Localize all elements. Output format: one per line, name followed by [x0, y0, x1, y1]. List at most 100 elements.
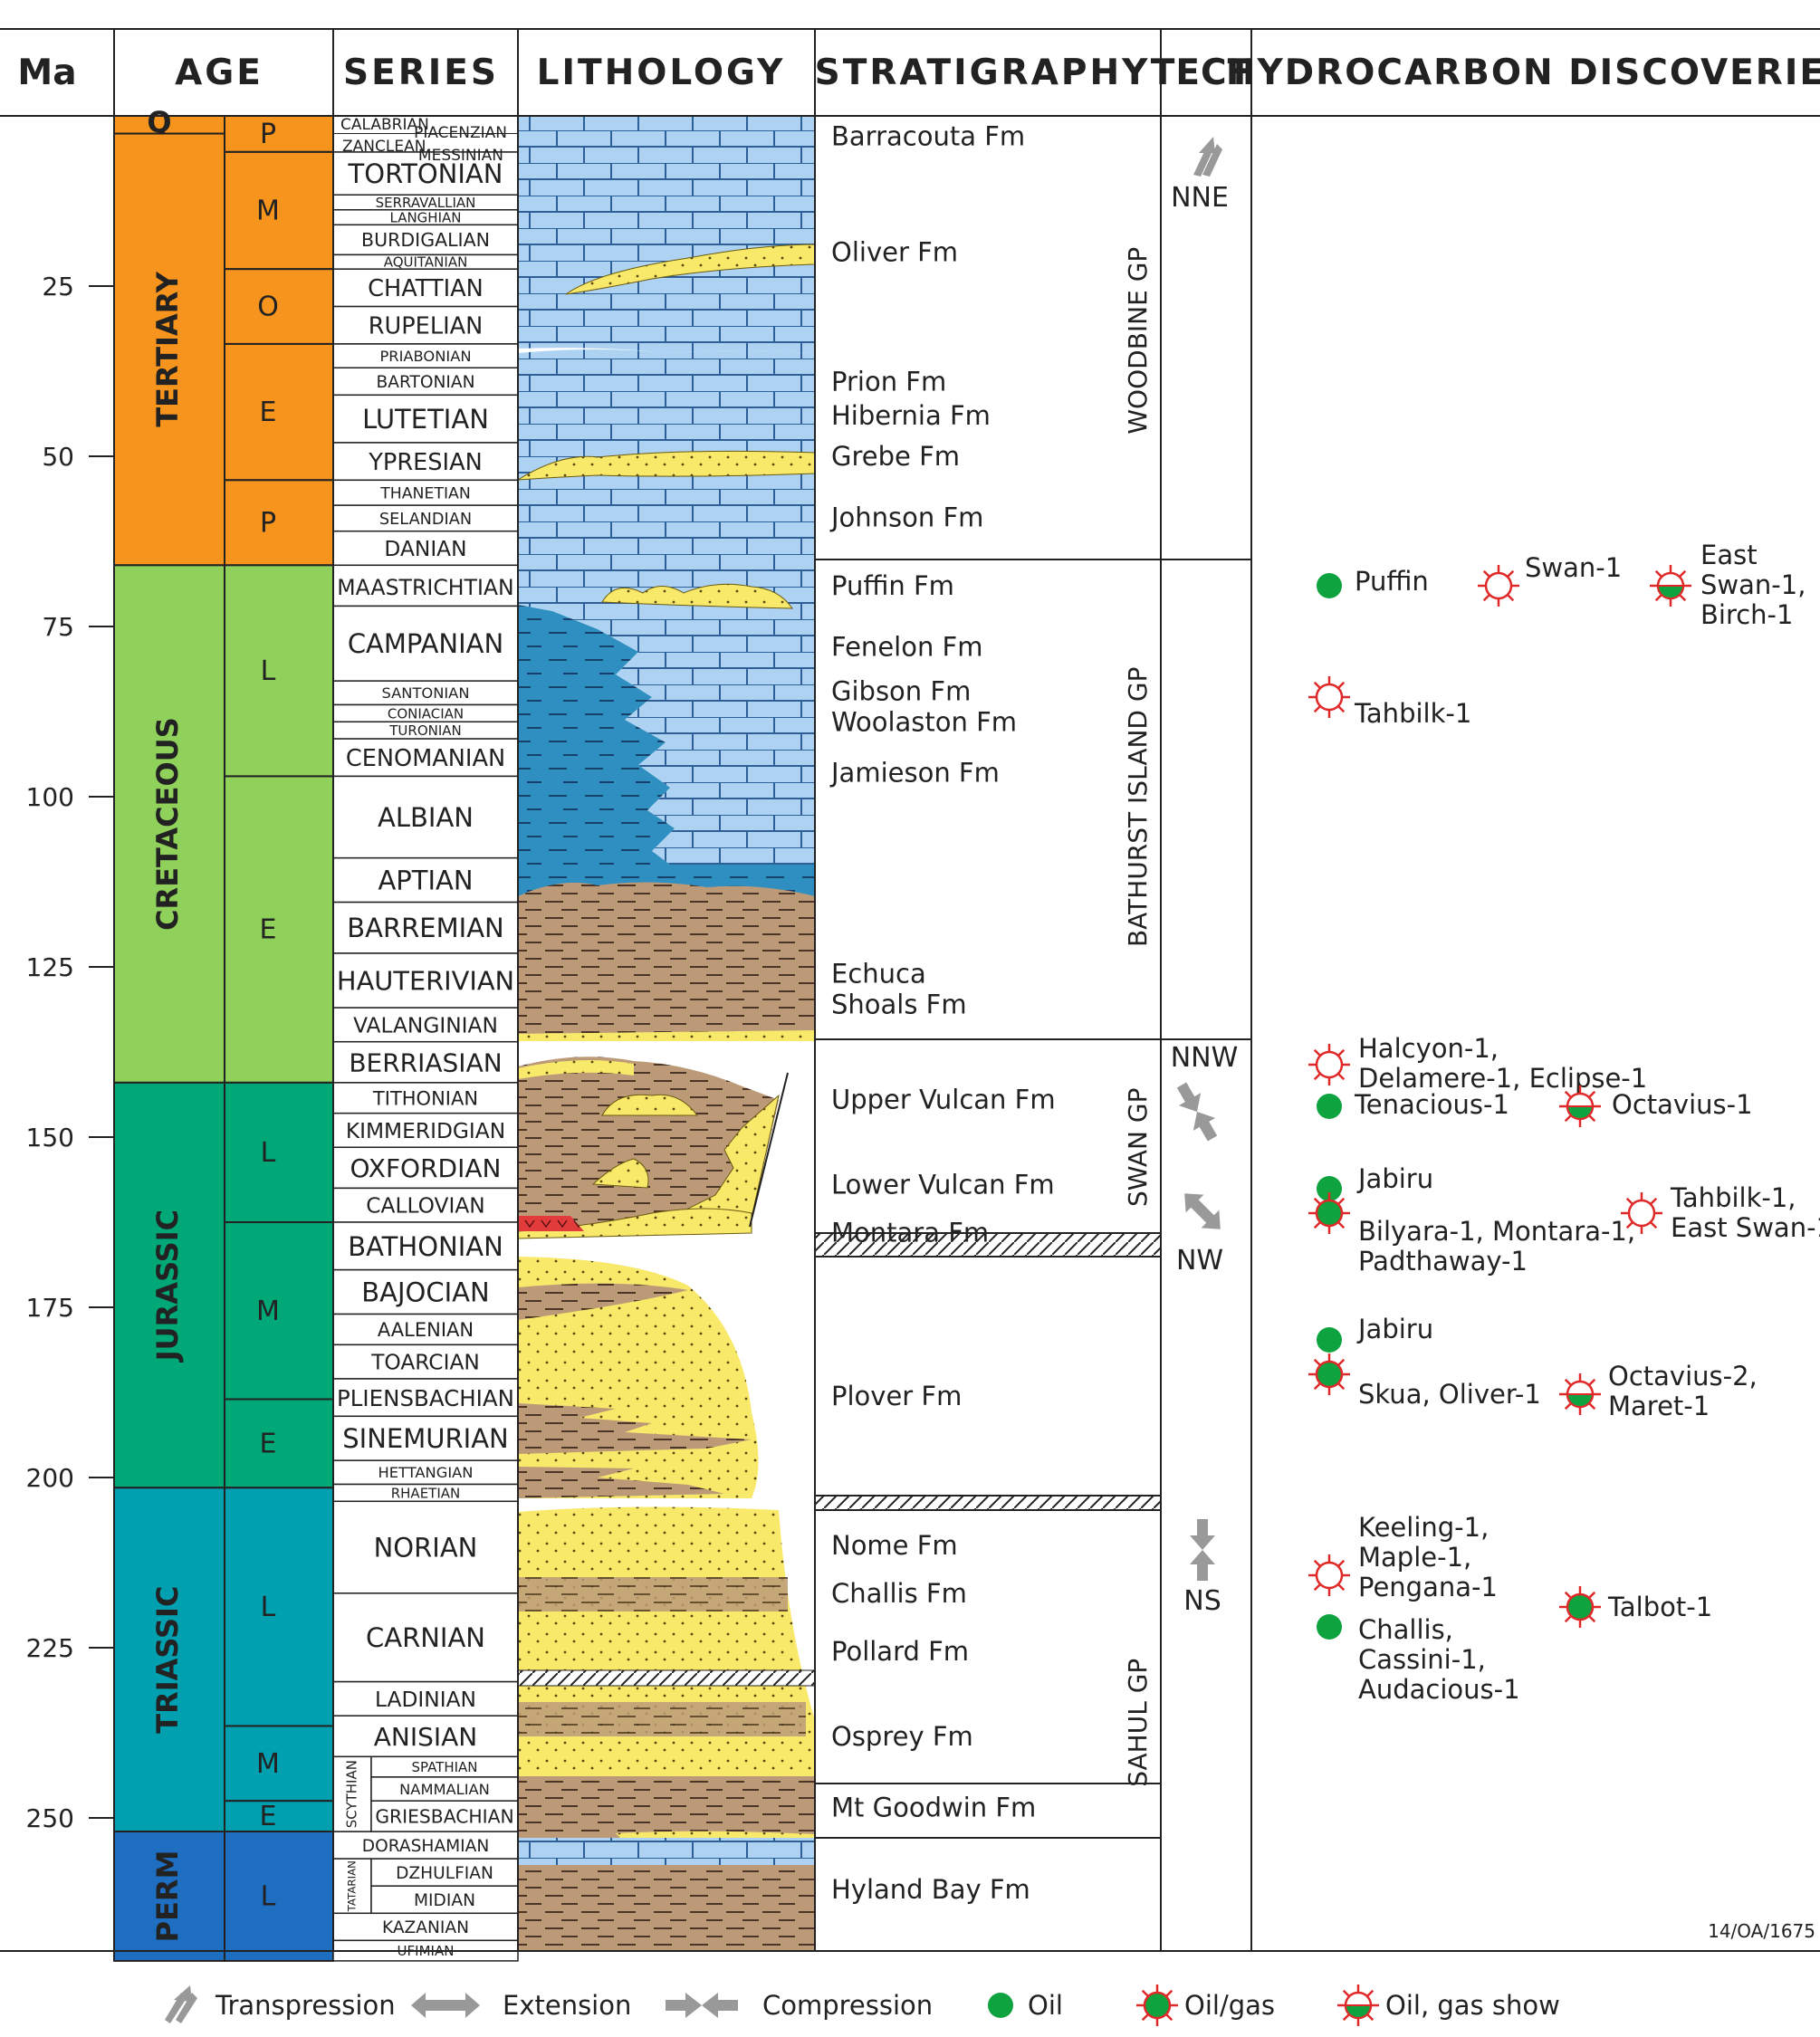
- tect-label-nne: NNE: [1171, 182, 1229, 214]
- stage-label: CALLOVIAN: [366, 1194, 484, 1219]
- stage-label: RHAETIAN: [391, 1485, 461, 1501]
- stage-cell: [332, 1592, 519, 1683]
- stage-label: NORIAN: [374, 1533, 478, 1564]
- discovery-entry: Keeling-1,Maple-1,Pengana-1: [1308, 1512, 1498, 1602]
- ma-tick-label: 150: [26, 1123, 74, 1152]
- discovery-entry: Octavius-2,Maret-1: [1559, 1361, 1758, 1421]
- epoch-label: E: [260, 397, 277, 428]
- ma-tick-label: 200: [26, 1463, 74, 1493]
- cretaceous-marl: [518, 605, 815, 951]
- permian-limestone: [518, 1838, 815, 1865]
- discovery-label: Tahbilk-1: [1354, 698, 1471, 729]
- period-label: PERM: [150, 1851, 185, 1943]
- formation-label: Hyland Bay Fm: [831, 1874, 1030, 1905]
- pliocene-stage-label: PIACENZIAN: [414, 124, 507, 142]
- tertiary-limestone-upper: [518, 116, 815, 353]
- tect-nw: NW: [1176, 1193, 1223, 1277]
- stage-cell: [332, 1459, 519, 1486]
- oil-gas-show-icon: [1559, 1373, 1601, 1415]
- oil-gas-icon: [1308, 1192, 1350, 1234]
- epoch-block: [224, 1487, 334, 1727]
- formation-label: Hibernia Fm: [831, 400, 991, 431]
- epoch-block: [224, 1831, 334, 1962]
- epoch-label: P: [260, 119, 276, 150]
- plover-shale-1: [518, 1283, 688, 1320]
- discovery-label: Delamere-1, Eclipse-1: [1358, 1063, 1647, 1094]
- formation-label: Shoals Fm: [831, 989, 967, 1019]
- discovery-label: Skua, Oliver-1: [1358, 1379, 1541, 1410]
- transpression-icon: [1193, 137, 1222, 177]
- stage-cell: [332, 1715, 519, 1758]
- legend-item: Transpression: [165, 1985, 396, 2023]
- gas-show-icon: [1621, 1192, 1662, 1234]
- lithology-column: [517, 116, 816, 1951]
- stage-cell: [332, 564, 519, 607]
- formation-label: Jamieson Fm: [829, 758, 1000, 789]
- extension-icon: [1184, 1193, 1221, 1229]
- stage-cell: [332, 343, 519, 368]
- legend-label: Oil: [1028, 1990, 1063, 2021]
- oil-icon: [1317, 1176, 1342, 1201]
- ma-tick-label: 125: [26, 952, 74, 982]
- discovery-entry: Talbot-1: [1559, 1586, 1712, 1628]
- plover-shale-3: [518, 1467, 724, 1498]
- tect-label-nw: NW: [1176, 1245, 1223, 1277]
- discovery-label: Challis,: [1358, 1614, 1453, 1645]
- stage-cell: [332, 268, 519, 308]
- discovery-entry: Bilyara-1, Montara-1,Padthaway-1: [1308, 1192, 1635, 1277]
- period-label: TERTIARY: [150, 271, 185, 426]
- formation-label: Osprey Fm: [831, 1721, 973, 1752]
- hettangian-unconformity: [814, 1495, 1162, 1511]
- stage-label: BARREMIAN: [347, 913, 503, 943]
- epoch-block: [224, 479, 334, 567]
- epoch-label: M: [256, 1748, 280, 1780]
- stage-label: LUTETIAN: [362, 404, 489, 435]
- tect-nne: NNE: [1171, 137, 1229, 214]
- discovery-entry: Tenacious-1: [1317, 1089, 1509, 1120]
- stage-label: BAJOCIAN: [361, 1277, 489, 1308]
- oil-gas-icon: [1308, 1353, 1350, 1395]
- triassic-shale-1: [518, 1577, 788, 1611]
- formation-label: Montara Fm: [831, 1217, 989, 1248]
- stage-label: MIDIAN: [414, 1891, 475, 1910]
- legend-label: Transpression: [215, 1990, 396, 2021]
- stage-label: AQUITANIAN: [384, 254, 468, 271]
- transpression-icon: [165, 1985, 197, 2023]
- compression-icon: [1176, 1082, 1218, 1142]
- discovery-label: Halcyon-1,: [1358, 1033, 1499, 1064]
- stage-label: CONIACIAN: [388, 705, 464, 722]
- oil-gas-show-icon: [1559, 1085, 1601, 1127]
- stage-label: KIMMERIDGIAN: [346, 1119, 505, 1143]
- epoch-label: E: [260, 1801, 277, 1832]
- stage-label: YPRESIAN: [368, 449, 482, 476]
- formation-label: Oliver Fm: [831, 236, 958, 267]
- stage-cell: [370, 1776, 519, 1802]
- discovery-entry: Puffin: [1317, 566, 1429, 598]
- stage-cell: [370, 1858, 519, 1887]
- oil-gas-icon: [1136, 1984, 1178, 2026]
- stage-cell: [332, 1344, 519, 1380]
- pliocene-stage-label: MESSINIAN: [418, 147, 503, 165]
- stage-label: LADINIAN: [375, 1688, 476, 1712]
- discovery-label: Cassini-1,: [1358, 1644, 1486, 1675]
- legend-item: Compression: [666, 1990, 933, 2021]
- stage-label: MAASTRICHTIAN: [337, 575, 513, 600]
- ma-tick-label: 25: [42, 272, 74, 301]
- period-block: [113, 132, 225, 567]
- stage-cell: [332, 1378, 519, 1418]
- vulcan-shale: [518, 1057, 779, 1232]
- stage-label: HETTANGIAN: [378, 1464, 474, 1481]
- stage-label: HAUTERIVIAN: [337, 965, 514, 996]
- discovery-label: Audacious-1: [1358, 1674, 1520, 1705]
- gas-show-icon: [1308, 676, 1350, 718]
- tect-nnw: NNW: [1171, 1042, 1238, 1142]
- group-label: SAHUL GP: [1123, 1659, 1153, 1787]
- callovian-volcanics: [518, 1216, 584, 1231]
- discovery-entry: Skua, Oliver-1: [1308, 1353, 1541, 1410]
- triassic-sand: [518, 1506, 815, 1820]
- formation-label: Fenelon Fm: [831, 632, 983, 663]
- epoch-block: [224, 268, 334, 345]
- legend: Transpression Extension Compression Oil Oil/…: [165, 1984, 1560, 2026]
- reference-code: 14/OA/1675: [1708, 1920, 1815, 1942]
